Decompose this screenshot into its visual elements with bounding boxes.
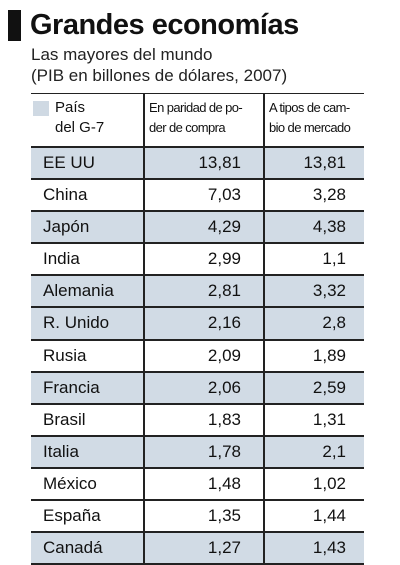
country-cell: India xyxy=(43,249,80,269)
market-value-cell: 1,44 xyxy=(263,501,366,532)
market-value-cell: 1,1 xyxy=(263,244,366,275)
table-row: EE UU 13,81 13,81 xyxy=(31,148,366,181)
country-cell: Japón xyxy=(43,217,90,237)
ppp-value-cell: 1,78 xyxy=(143,436,263,467)
table-row: Brasil 1,83 1,31 xyxy=(31,404,366,437)
country-cell: Canadá xyxy=(43,538,103,558)
table-row: China 7,03 3,28 xyxy=(31,180,366,213)
country-cell: España xyxy=(43,506,101,526)
table-row: Japón 4,29 4,38 xyxy=(31,212,366,245)
table-row: Alemania 2,81 3,32 xyxy=(31,276,366,309)
market-value-cell: 3,32 xyxy=(263,276,366,307)
chart-subtitle-line1: Las mayores del mundo xyxy=(31,45,213,64)
header-country-cell: País del G-7 xyxy=(31,94,141,146)
table-row: España 1,35 1,44 xyxy=(31,501,366,534)
country-cell: Rusia xyxy=(43,345,87,365)
table-row: Canadá 1,27 1,43 xyxy=(31,533,364,565)
table-row: Rusia 2,09 1,89 xyxy=(31,340,366,373)
header-market-label: A tipos de cam- bio de mercado xyxy=(269,100,351,135)
country-cell: China xyxy=(43,185,88,205)
table-body: EE UU 13,81 13,81 China 7,03 3,28 Japón 4,29 4,3… xyxy=(31,148,364,565)
market-value-cell: 2,59 xyxy=(263,372,366,403)
table-row: Francia 2,06 2,59 xyxy=(31,372,366,405)
chart-subtitle-line2: (PIB en billones de dólares, 2007) xyxy=(31,66,288,85)
title-accent-bar xyxy=(8,10,21,41)
market-value-cell: 1,89 xyxy=(263,340,366,371)
market-value-cell: 2,8 xyxy=(263,308,366,339)
ppp-value-cell: 2,06 xyxy=(143,372,263,403)
country-cell: EE UU xyxy=(43,153,95,172)
country-cell: Alemania xyxy=(43,281,114,301)
market-value-cell: 2,1 xyxy=(263,436,366,467)
header-ppp-cell: En paridad de po- der de compra xyxy=(143,94,263,146)
table-row: India 2,99 1,1 xyxy=(31,244,366,277)
gdp-table: País del G-7 En paridad de po- der de co… xyxy=(31,93,364,565)
ppp-value-cell: 1,48 xyxy=(143,468,263,500)
table-header: País del G-7 En paridad de po- der de co… xyxy=(31,93,364,148)
ppp-value-cell: 2,16 xyxy=(143,308,263,339)
table-row: México 1,48 1,02 xyxy=(31,468,366,502)
chart-title: Grandes economías xyxy=(30,9,299,41)
ppp-value-cell: 13,81 xyxy=(143,148,263,179)
market-value-cell: 13,81 xyxy=(263,148,366,179)
header-country-label: País del G-7 xyxy=(55,99,105,136)
ppp-value-cell: 1,27 xyxy=(143,533,263,564)
market-value-cell: 1,31 xyxy=(263,404,366,435)
market-value-cell: 1,02 xyxy=(263,468,366,500)
market-value-cell: 4,38 xyxy=(263,212,366,243)
country-cell: México xyxy=(43,473,97,493)
ppp-value-cell: 2,81 xyxy=(143,276,263,307)
header-ppp-label: En paridad de po- der de compra xyxy=(149,100,243,135)
country-cell: Francia xyxy=(43,377,100,397)
market-value-cell: 1,43 xyxy=(263,533,366,564)
country-cell: R. Unido xyxy=(43,313,110,333)
ppp-value-cell: 1,83 xyxy=(143,404,263,435)
table-row: R. Unido 2,16 2,8 xyxy=(31,308,366,341)
table-row: Italia 1,78 2,1 xyxy=(31,436,366,469)
ppp-value-cell: 2,99 xyxy=(143,244,263,275)
country-cell: Italia xyxy=(43,441,79,461)
market-value-cell: 3,28 xyxy=(263,180,366,211)
ppp-value-cell: 7,03 xyxy=(143,180,263,211)
header-market-cell: A tipos de cam- bio de mercado xyxy=(263,94,366,146)
g7-legend-swatch xyxy=(33,101,49,116)
ppp-value-cell: 2,09 xyxy=(143,340,263,371)
ppp-value-cell: 4,29 xyxy=(143,212,263,243)
country-cell: Brasil xyxy=(43,409,86,429)
ppp-value-cell: 1,35 xyxy=(143,501,263,532)
